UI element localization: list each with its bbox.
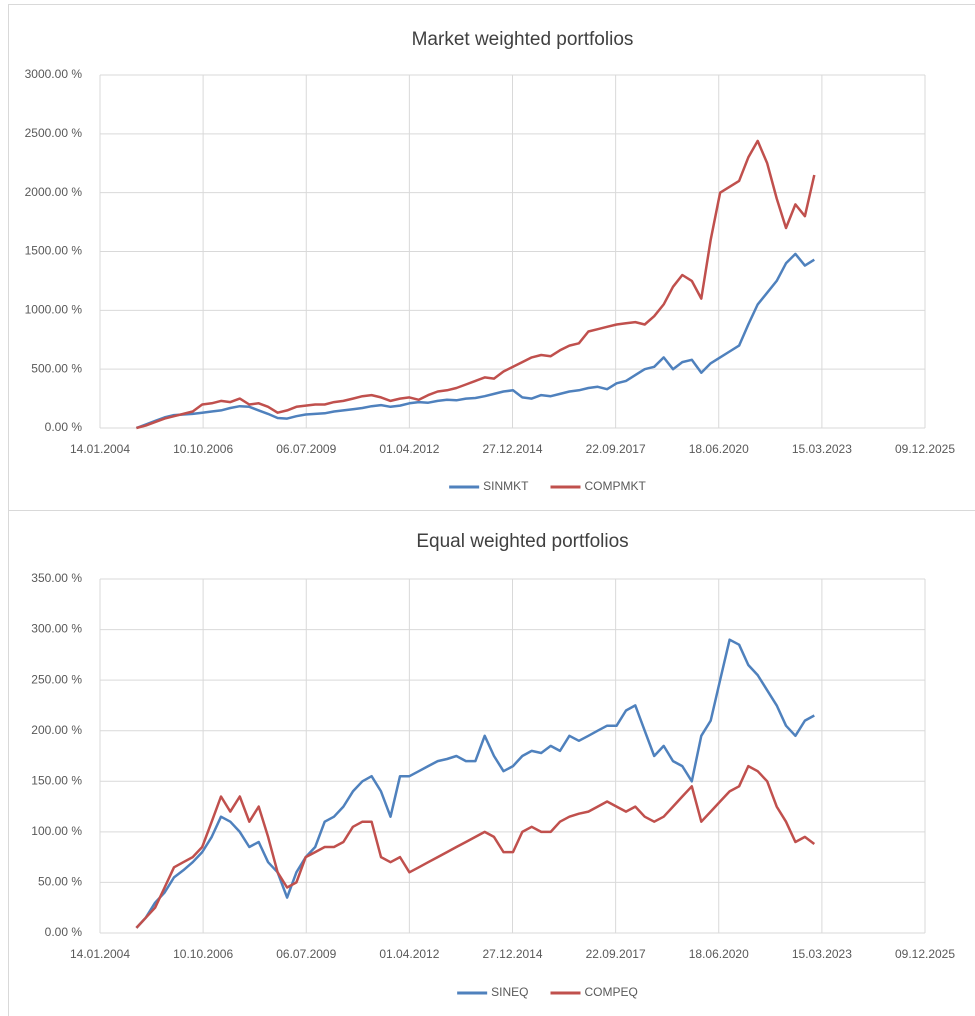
y-tick-label: 50.00 % — [38, 875, 82, 889]
x-tick-label: 14.01.2004 — [70, 442, 130, 456]
y-tick-label: 2500.00 % — [25, 126, 83, 140]
series-line — [135, 252, 815, 430]
x-tick-label: 01.04.2012 — [379, 442, 439, 456]
y-tick-label: 3000.00 % — [25, 67, 83, 81]
series-line — [135, 764, 816, 929]
x-tick-label: 10.10.2006 — [173, 947, 233, 961]
y-tick-label: 300.00 % — [31, 622, 82, 636]
y-tick-label: 2000.00 % — [25, 185, 83, 199]
x-tick-label: 10.10.2006 — [173, 442, 233, 456]
legend-label: SINMKT — [483, 479, 529, 493]
x-tick-label: 09.12.2025 — [895, 947, 955, 961]
series-line — [136, 139, 816, 430]
x-tick-label: 22.09.2017 — [586, 442, 646, 456]
x-tick-label: 15.03.2023 — [792, 442, 852, 456]
x-tick-label: 18.06.2020 — [689, 947, 749, 961]
y-tick-label: 500.00 % — [31, 361, 82, 375]
y-tick-label: 100.00 % — [31, 824, 82, 838]
y-tick-label: 200.00 % — [31, 723, 82, 737]
y-tick-label: 1000.00 % — [25, 303, 83, 317]
x-tick-label: 18.06.2020 — [689, 442, 749, 456]
y-tick-label: 1500.00 % — [25, 244, 83, 258]
x-tick-label: 27.12.2014 — [482, 947, 542, 961]
chart-title: Market weighted portfolios — [412, 29, 634, 50]
chart-frame — [8, 510, 975, 1016]
x-tick-label: 06.07.2009 — [276, 442, 336, 456]
legend-label: COMPMKT — [585, 479, 647, 493]
y-tick-label: 0.00 % — [45, 420, 83, 434]
x-tick-label: 09.12.2025 — [895, 442, 955, 456]
x-tick-label: 27.12.2014 — [482, 442, 542, 456]
legend-label: SINEQ — [491, 985, 528, 999]
x-tick-label: 22.09.2017 — [586, 947, 646, 961]
legend-label: COMPEQ — [585, 985, 638, 999]
x-tick-label: 15.03.2023 — [792, 947, 852, 961]
x-tick-label: 06.07.2009 — [276, 947, 336, 961]
y-tick-label: 0.00 % — [45, 925, 83, 939]
y-tick-label: 350.00 % — [31, 571, 82, 585]
y-tick-label: 150.00 % — [31, 773, 82, 787]
chart-title: Equal weighted portfolios — [416, 531, 628, 552]
series-line — [135, 638, 815, 929]
y-tick-label: 250.00 % — [31, 672, 82, 686]
x-tick-label: 01.04.2012 — [379, 947, 439, 961]
x-tick-label: 14.01.2004 — [70, 947, 130, 961]
